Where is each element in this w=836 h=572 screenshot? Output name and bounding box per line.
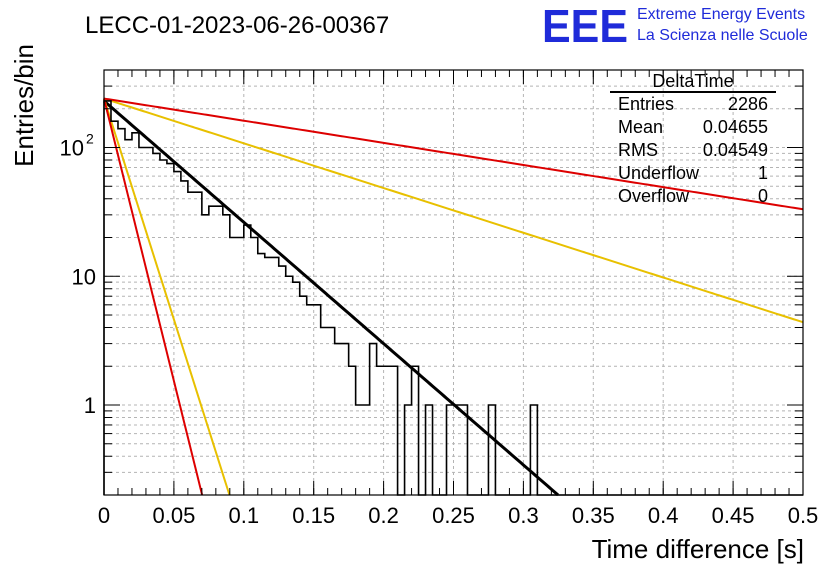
stats-label-underflow: Underflow [618, 163, 700, 183]
stats-label-entries: Entries [618, 94, 674, 114]
x-tick-label: 0.5 [788, 503, 819, 528]
x-tick-label: 0.05 [152, 503, 195, 528]
stats-value-entries: 2286 [728, 94, 768, 114]
logo: EEE Extreme Energy Events La Scienza nel… [542, 0, 808, 52]
fit-curve-3 [103, 97, 804, 211]
stats-value-rms: 0.04549 [703, 140, 768, 160]
fit-curve-2 [103, 98, 231, 496]
y-tick-label: 10 [72, 264, 96, 289]
stats-label-rms: RMS [618, 140, 658, 160]
stats-value-mean: 0.04655 [703, 117, 768, 137]
chart-title: LECC-01-2023-06-26-00367 [85, 12, 389, 39]
logo-eee: EEE [542, 0, 628, 52]
y-tick-label-exponent: 2 [86, 131, 94, 147]
y-axis-label: Entries/bin [9, 44, 39, 167]
x-axis-label: Time difference [s] [592, 534, 804, 564]
x-tick-label: 0.35 [572, 503, 615, 528]
fit-curves [103, 97, 804, 497]
stats-label-mean: Mean [618, 117, 663, 137]
stats-value-underflow: 1 [758, 163, 768, 183]
y-tick-label: 10 [60, 136, 84, 161]
axis-ticks: 0 0.05 0.1 0.15 0.2 0.25 0.3 0.35 0.4 0.45 0.51101… [60, 69, 819, 528]
fit-curve-1 [103, 97, 804, 324]
x-tick-label: 0.45 [712, 503, 755, 528]
logo-line-1: Extreme Energy Events [637, 6, 805, 23]
y-tick-label: 1 [84, 393, 96, 418]
x-tick-label: 0.3 [508, 503, 539, 528]
fit-curve-0 [103, 99, 560, 497]
x-tick-label: 0.4 [648, 503, 679, 528]
stats-label-overflow: Overflow [618, 186, 690, 206]
x-tick-label: 0.1 [229, 503, 260, 528]
stats-value-overflow: 0 [758, 186, 768, 206]
stats-box: DeltaTime Entries 2286 Mean 0.04655 RMS … [610, 71, 776, 206]
logo-line-2: La Scienza nelle Scuole [637, 27, 808, 44]
stats-name: DeltaTime [652, 71, 733, 91]
x-tick-label: 0 [98, 503, 110, 528]
fit-curve-4 [103, 98, 204, 496]
x-tick-label: 0.2 [368, 503, 399, 528]
x-tick-label: 0.15 [292, 503, 335, 528]
x-tick-label: 0.25 [432, 503, 475, 528]
